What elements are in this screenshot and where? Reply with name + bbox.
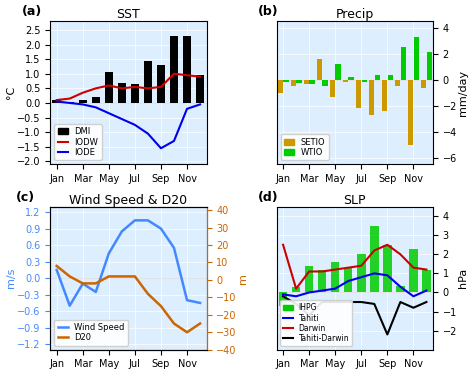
Y-axis label: °C: °C	[6, 86, 16, 99]
Bar	[291, 80, 296, 86]
Bar	[196, 75, 204, 103]
Bar	[170, 36, 178, 103]
Text: (d): (d)	[258, 191, 278, 204]
Text: (b): (b)	[258, 5, 278, 18]
Bar	[91, 97, 100, 103]
Bar	[283, 80, 289, 82]
Bar	[304, 80, 309, 84]
Bar	[183, 36, 191, 103]
Bar	[395, 80, 400, 86]
Bar	[118, 82, 126, 103]
Bar	[383, 245, 392, 292]
Bar	[131, 84, 139, 103]
Bar	[336, 64, 341, 80]
Bar	[357, 254, 365, 292]
Bar	[318, 270, 327, 292]
Text: (c): (c)	[16, 191, 35, 204]
Bar	[317, 59, 322, 80]
Legend: DMI, IODW, IODE: DMI, IODW, IODE	[55, 124, 101, 160]
Bar	[427, 53, 432, 80]
Bar	[409, 249, 418, 292]
Bar	[401, 47, 406, 80]
Bar	[343, 80, 348, 82]
Y-axis label: hPa: hPa	[458, 268, 468, 288]
Bar	[53, 100, 61, 103]
Bar	[296, 80, 301, 83]
Bar	[278, 80, 283, 93]
Bar	[414, 37, 419, 80]
Title: Wind Speed & D20: Wind Speed & D20	[69, 194, 187, 207]
Y-axis label: mm/day: mm/day	[458, 70, 468, 116]
Bar	[331, 262, 339, 292]
Bar	[382, 80, 387, 111]
Bar	[374, 75, 380, 80]
Bar	[344, 268, 353, 292]
Bar	[421, 80, 426, 87]
Y-axis label: m/s: m/s	[6, 268, 16, 288]
Y-axis label: m: m	[238, 273, 248, 284]
Bar	[279, 292, 287, 306]
Bar	[369, 80, 374, 115]
Bar	[65, 102, 74, 103]
Text: (a): (a)	[22, 5, 42, 18]
Bar	[310, 80, 315, 84]
Bar	[305, 266, 313, 292]
Bar	[362, 80, 367, 82]
Bar	[370, 226, 379, 292]
Bar	[322, 80, 328, 86]
Bar	[356, 80, 361, 108]
Bar	[408, 80, 413, 145]
Legend: IHPG, Tahiti, Darwin, Tahiti-Darwin: IHPG, Tahiti, Darwin, Tahiti-Darwin	[281, 300, 352, 346]
Bar	[388, 75, 393, 80]
Bar	[79, 100, 87, 103]
Bar	[292, 287, 301, 292]
Bar	[144, 61, 152, 103]
Legend: SETIO, WTIO: SETIO, WTIO	[281, 134, 328, 160]
Bar	[348, 77, 354, 80]
Bar	[157, 65, 165, 103]
Bar	[330, 80, 335, 97]
Bar	[422, 270, 431, 292]
Title: SST: SST	[117, 8, 140, 21]
Bar	[105, 72, 113, 103]
Title: Precip: Precip	[336, 8, 374, 21]
Title: SLP: SLP	[344, 194, 366, 207]
Bar	[396, 286, 405, 292]
Legend: Wind Speed, D20: Wind Speed, D20	[55, 320, 128, 345]
